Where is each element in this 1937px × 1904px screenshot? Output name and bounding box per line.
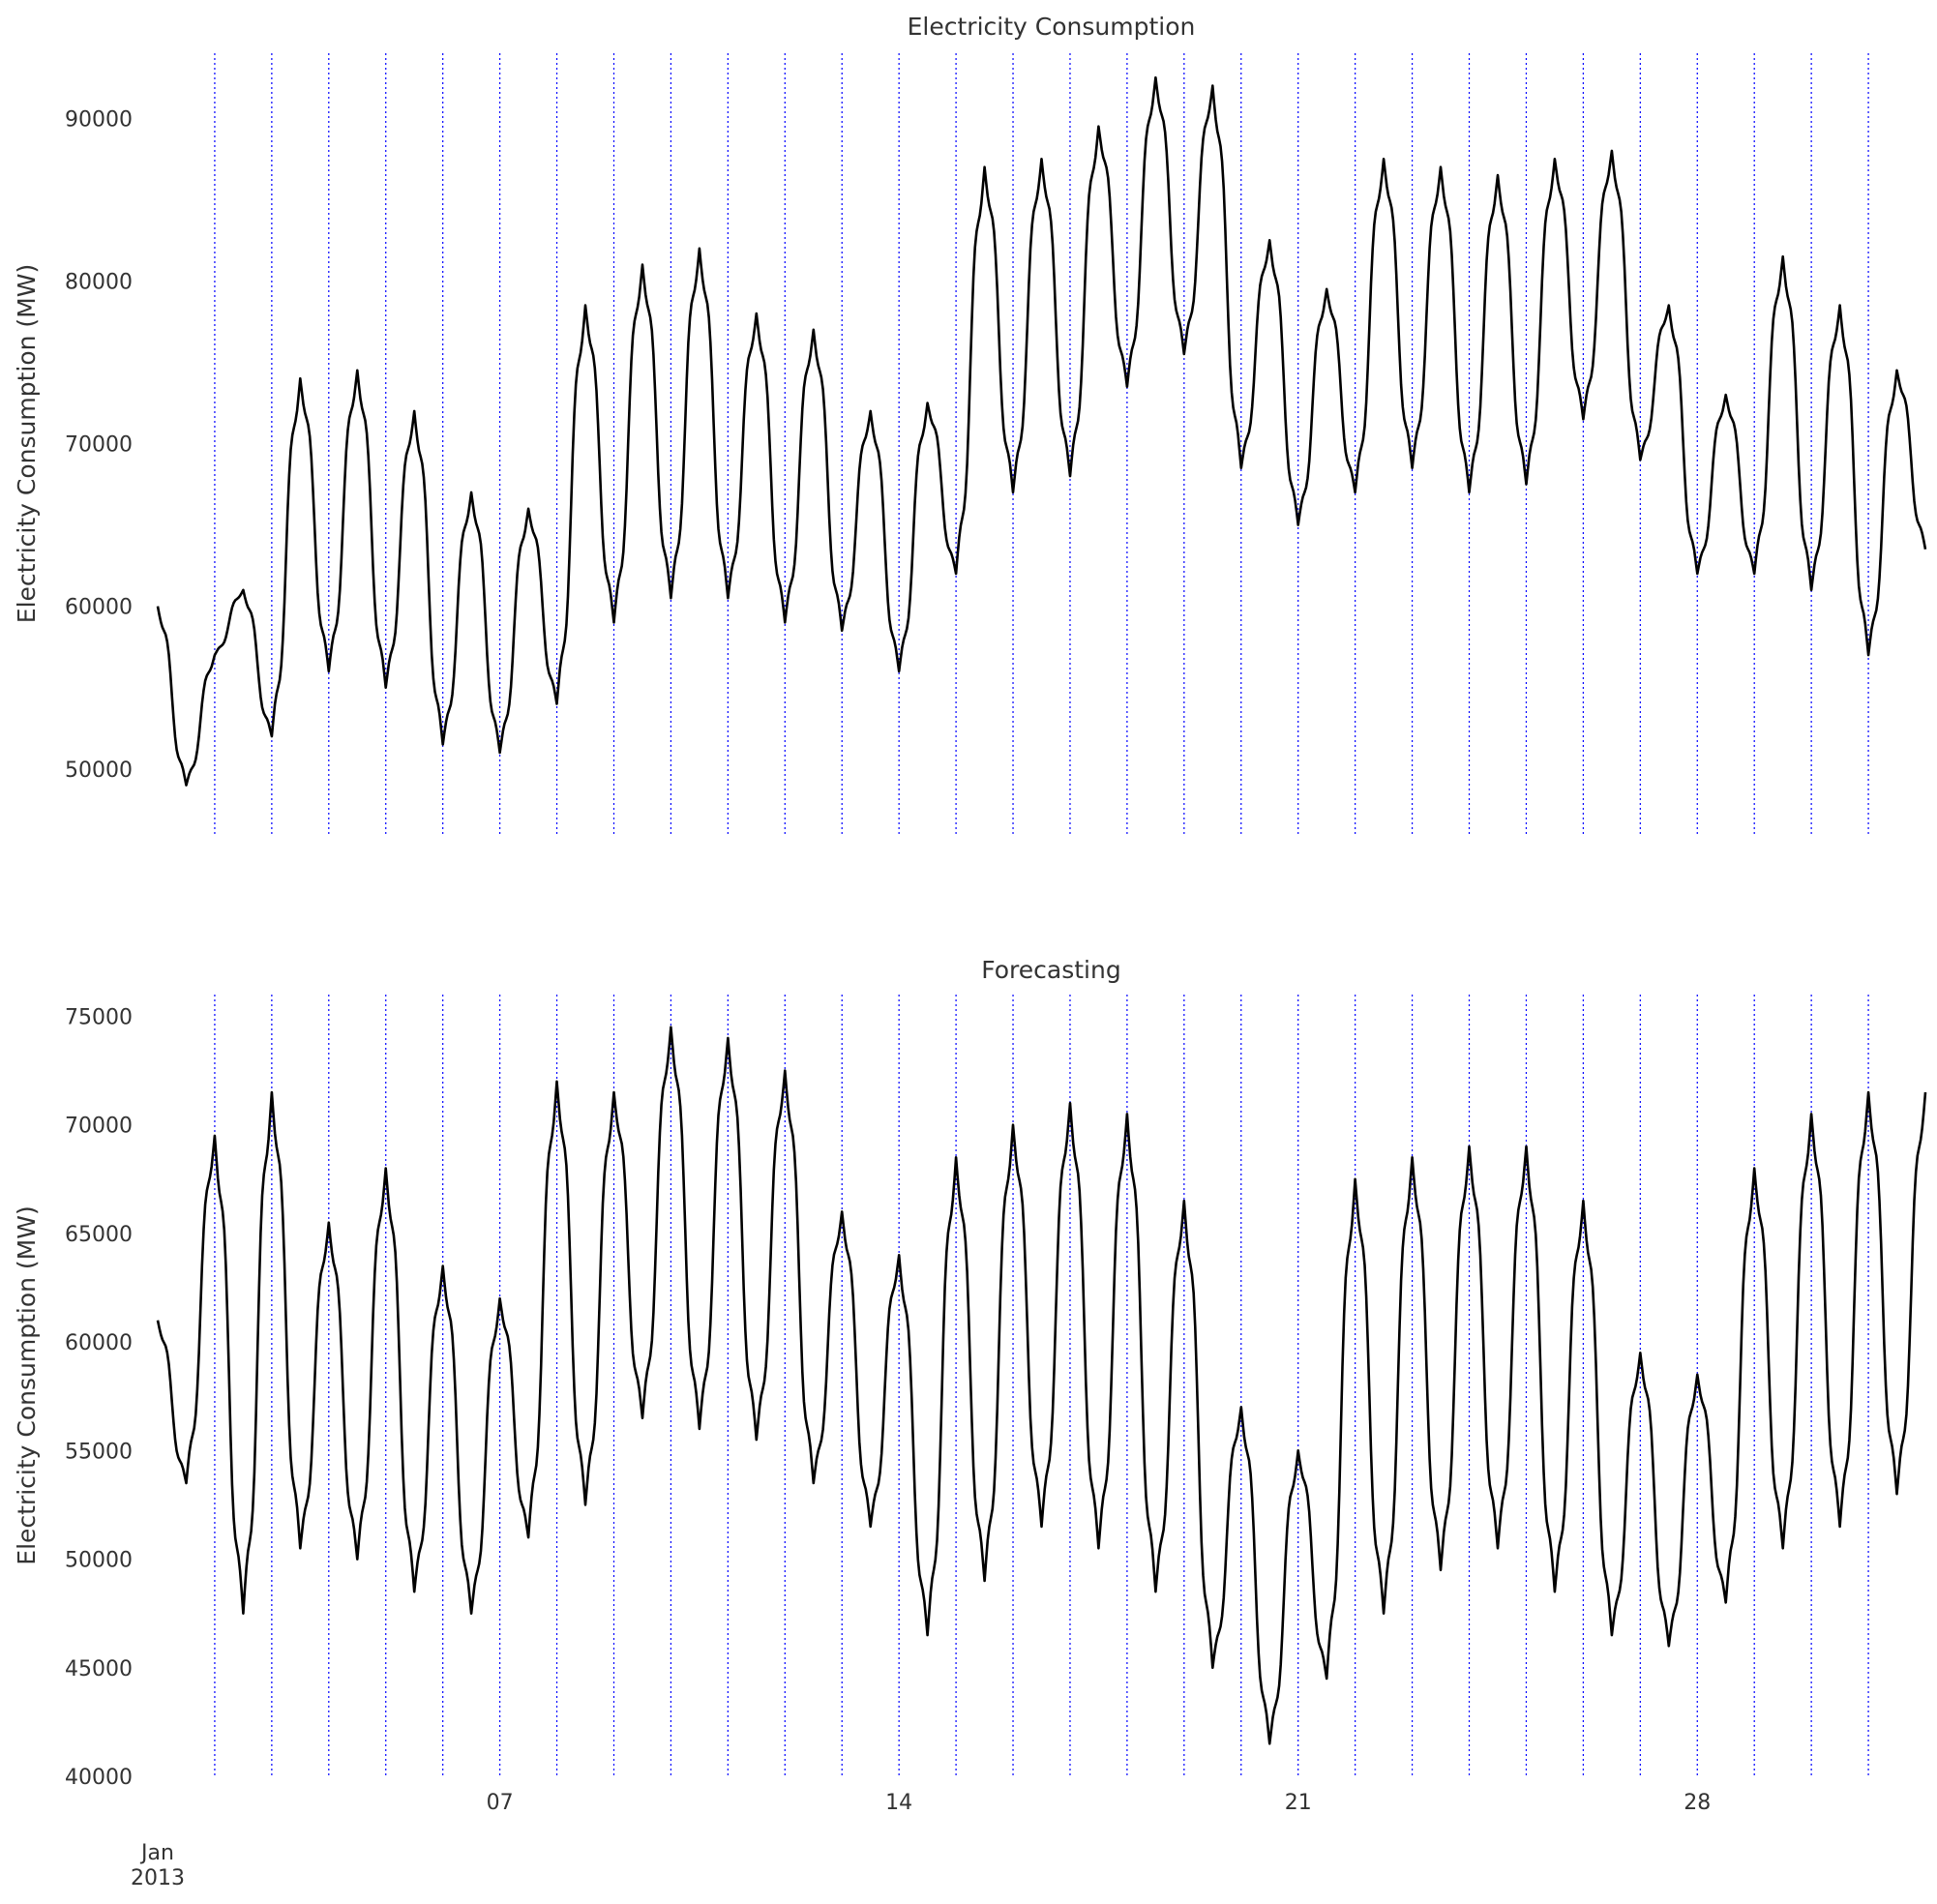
x-tick-label: 28 [1684,1791,1711,1815]
y-tick-label: 60000 [65,1331,133,1355]
y-tick-label: 80000 [65,270,133,294]
x-corner-label: Jan [139,1841,174,1865]
y-tick-label: 45000 [65,1657,133,1681]
panel-2: Forecasting Electricity Consumption (MW) 4… [13,956,1927,1890]
y-tick-label: 40000 [65,1766,133,1790]
y-tick-label: 65000 [65,1223,133,1247]
x-tick-label: 21 [1285,1791,1312,1815]
y-axis-label: Electricity Consumption (MW) [13,264,41,623]
x-corner-label: 2013 [131,1866,185,1890]
chart-title: Forecasting [981,956,1120,984]
y-tick-label: 50000 [65,1549,133,1573]
panel-1: Electricity Consumption Electricity Consu… [13,13,1927,834]
y-tick-label: 75000 [65,1005,133,1029]
chart-title: Electricity Consumption [908,13,1196,41]
y-tick-label: 55000 [65,1440,133,1464]
x-tick-label: 07 [487,1791,514,1815]
y-tick-label: 90000 [65,107,133,132]
y-tick-label: 70000 [65,1115,133,1139]
y-tick-label: 50000 [65,759,133,783]
x-tick-label: 14 [885,1791,912,1815]
series-line [156,75,1927,787]
series-line [156,1026,1927,1745]
y-axis-label: Electricity Consumption (MW) [13,1205,41,1564]
y-tick-label: 70000 [65,433,133,458]
y-tick-label: 60000 [65,596,133,620]
